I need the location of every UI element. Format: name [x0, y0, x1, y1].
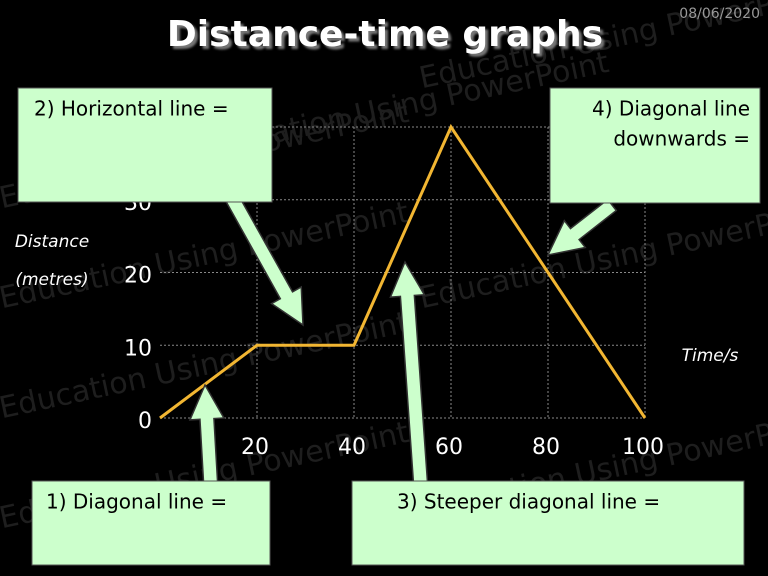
callout-box — [549, 87, 761, 204]
x-axis-label: Time/s — [682, 346, 739, 366]
callout-text: 3) Steeper diagonal line = — [397, 490, 660, 514]
callout-text: 2) Horizontal line = — [34, 97, 229, 121]
y-axis-label: Distance — [15, 232, 89, 252]
callout-box — [31, 480, 271, 566]
callout-text: 1) Diagonal line = — [46, 490, 227, 514]
x-tick-label: 40 — [338, 435, 366, 460]
date: 08/06/2020 — [679, 6, 760, 22]
callout-text: 4) Diagonal line — [592, 97, 750, 121]
title: Distance-time graphs — [167, 14, 603, 55]
y-tick-label: 10 — [124, 336, 152, 361]
x-tick-label: 100 — [622, 435, 664, 460]
arrow — [389, 260, 429, 492]
callout-box — [351, 480, 745, 566]
y-axis-label: (metres) — [15, 270, 88, 290]
x-tick-label: 80 — [532, 435, 560, 460]
x-tick-label: 20 — [241, 435, 269, 460]
callout-text: downwards = — [613, 127, 750, 151]
arrow — [188, 383, 226, 492]
x-tick-label: 60 — [435, 435, 463, 460]
y-tick-label: 0 — [138, 409, 152, 434]
data-line — [159, 123, 647, 420]
callout-box — [17, 87, 273, 203]
arrow — [546, 198, 618, 257]
y-tick-label: 20 — [124, 264, 152, 289]
